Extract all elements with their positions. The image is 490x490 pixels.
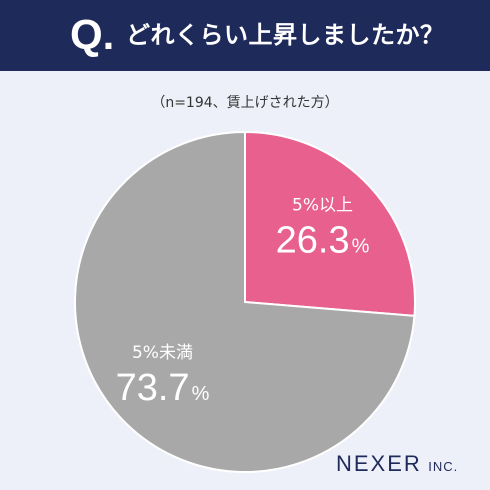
pie-slice-1 bbox=[244, 130, 416, 317]
nexer-logo: NEXER INC. bbox=[336, 451, 458, 477]
question-text: どれくらい上昇しましたか？ bbox=[126, 21, 445, 49]
question-mark: Q. bbox=[70, 11, 115, 58]
slice-label-2: 5%未満 bbox=[132, 343, 193, 363]
logo-suffix: INC. bbox=[428, 459, 459, 474]
chart-subtitle: （n=194、賃上げされた方） bbox=[151, 95, 339, 111]
slice-label-1: 5%以上 bbox=[292, 196, 353, 216]
question-header: Q. どれくらい上昇しましたか？ bbox=[0, 0, 490, 71]
slice-value-1: 26.3% bbox=[276, 220, 370, 262]
logo-text: NEXER bbox=[336, 451, 422, 476]
slice-value-2: 73.7% bbox=[116, 367, 210, 409]
pie-slice-2 bbox=[74, 130, 416, 473]
